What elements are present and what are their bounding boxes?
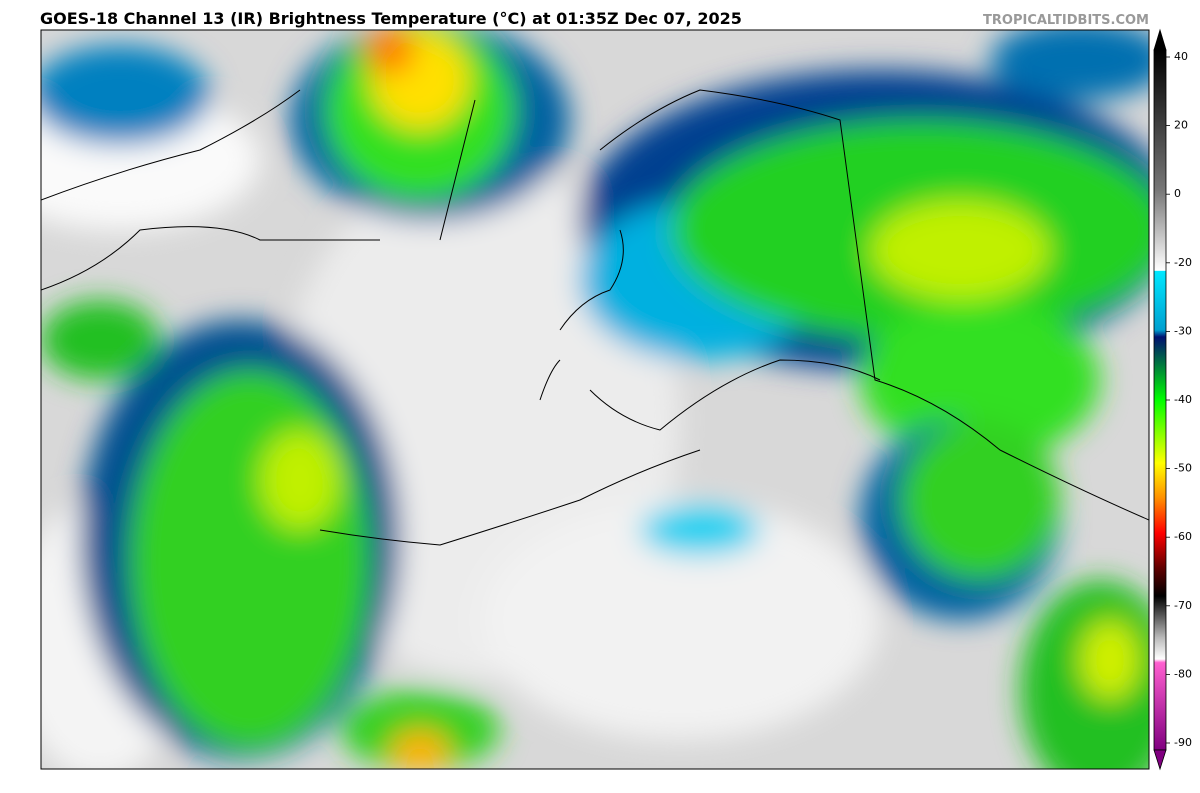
colorbar-tick-label: -70 [1174, 599, 1192, 612]
colorbar-tick-label: -80 [1174, 667, 1192, 680]
site-label: TROPICALTIDBITS.COM [983, 13, 1149, 28]
colorbar-tick-label: 20 [1174, 119, 1188, 132]
colorbar-tick-label: -40 [1174, 393, 1192, 406]
colorbar-tick-label: -20 [1174, 256, 1192, 269]
title: GOES-18 Channel 13 (IR) Brightness Tempe… [40, 9, 742, 28]
colorbar-tick-label: -50 [1174, 462, 1192, 475]
colorbar-tick-label: 40 [1174, 50, 1188, 63]
colorbar-tick-label: -30 [1174, 324, 1192, 337]
colorbar-tick-label: -90 [1174, 736, 1192, 749]
colorbar-tick-label: 0 [1174, 187, 1181, 200]
colorbar [1153, 28, 1167, 771]
map-frame [40, 29, 1150, 770]
colorbar-tick-label: -60 [1174, 530, 1192, 543]
satellite-image [41, 30, 1149, 769]
